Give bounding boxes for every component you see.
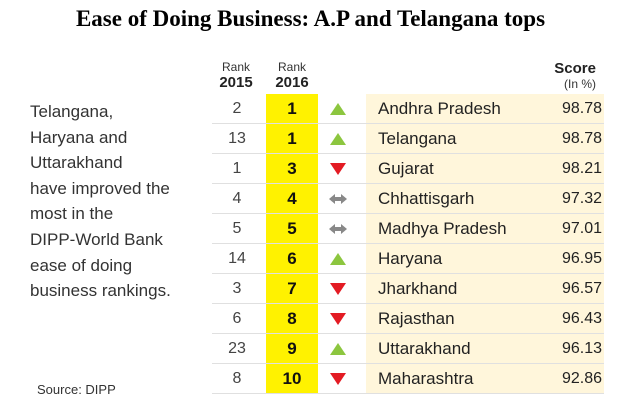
state-panel [366, 94, 604, 394]
row-divider [212, 153, 604, 154]
score-cell: 97.01 [561, 220, 602, 237]
header-score-label: Score [554, 60, 596, 77]
rank-2015-cell: 23 [228, 340, 246, 357]
rank-2016-cell: 8 [287, 309, 297, 328]
row-divider [212, 303, 604, 304]
table-row: 2 1 Andhra Pradesh 98.78 [212, 94, 604, 124]
score-cell: 96.13 [561, 340, 602, 357]
trend-unchanged-icon [329, 194, 347, 204]
description-line: DIPP-World Bank [30, 229, 163, 249]
rank-2015-cell: 14 [228, 250, 246, 267]
row-divider [212, 123, 604, 124]
state-name-cell: Maharashtra [378, 369, 474, 388]
rank-2016-cell: 7 [287, 279, 297, 298]
trend-up-icon [330, 103, 346, 115]
description-line: Haryana and [30, 127, 128, 147]
state-name-cell: Rajasthan [378, 309, 455, 328]
rank-2016-cell: 1 [287, 129, 297, 148]
row-divider [212, 333, 604, 334]
table-row: 13 1 Telangana 98.78 [212, 124, 604, 154]
state-name-cell: Haryana [378, 249, 443, 268]
rank-2016-cell: 9 [287, 339, 297, 358]
table-row: 3 7 Jharkhand 96.57 [212, 274, 604, 304]
table-row: 4 4 Chhattisgarh 97.32 [212, 184, 604, 214]
trend-down-icon [330, 283, 346, 295]
rank-2015-cell: 3 [232, 280, 242, 297]
rank-2016-cell: 10 [282, 369, 302, 388]
trend-unchanged-icon [329, 224, 347, 234]
score-cell: 98.78 [561, 100, 602, 117]
rank-2015-cell: 8 [232, 370, 242, 387]
description-line: Telangana, [30, 102, 114, 121]
row-divider [212, 183, 604, 184]
table-row: 1 3 Gujarat 98.21 [212, 154, 604, 184]
header-score: Score (In %) [540, 60, 596, 91]
table-row: 23 9 Uttarakhand 96.13 [212, 334, 604, 364]
state-name-cell: Telangana [378, 129, 457, 148]
score-cell: 97.32 [561, 190, 602, 207]
header-rank-2015: Rank 2015 [216, 60, 256, 91]
header-rank-2015-label: Rank [221, 60, 250, 74]
row-divider [212, 243, 604, 244]
state-name-cell: Gujarat [378, 159, 434, 178]
description-text: Telangana, Haryana and Uttarakhand have … [30, 99, 210, 304]
state-name-cell: Jharkhand [378, 279, 458, 298]
row-divider [212, 363, 604, 364]
rank-2015-cell: 5 [232, 220, 242, 237]
header-rank-2016: Rank 2016 [270, 60, 314, 91]
state-name-cell: Chhattisgarh [378, 189, 475, 208]
description-line: most in the [30, 204, 114, 224]
score-cell: 92.86 [561, 370, 602, 387]
rank-2016-cell: 1 [287, 99, 297, 118]
rank-2016-cell: 5 [287, 219, 297, 238]
score-cell: 98.78 [561, 130, 602, 147]
score-cell: 96.43 [561, 310, 602, 327]
description-line: ease of doing [30, 255, 133, 275]
rank-2015-cell: 6 [232, 310, 242, 327]
trend-up-icon [330, 343, 346, 355]
rank-2016-cell: 4 [287, 189, 297, 208]
rank-2016-cell: 6 [287, 249, 297, 268]
score-cell: 98.21 [561, 160, 602, 177]
trend-up-icon [330, 133, 346, 145]
table-row: 6 8 Rajasthan 96.43 [212, 304, 604, 334]
rank-2015-cell: 4 [232, 190, 242, 207]
header-score-unit: (In %) [563, 77, 596, 91]
rank-2015-cell: 2 [232, 100, 242, 117]
row-divider [212, 213, 604, 214]
state-name-cell: Madhya Pradesh [378, 219, 507, 238]
trend-down-icon [330, 373, 346, 385]
score-cell: 96.95 [561, 250, 602, 267]
trend-down-icon [330, 163, 346, 175]
trend-up-icon [330, 253, 346, 265]
row-divider [212, 273, 604, 274]
rank-2015-cell: 13 [228, 130, 246, 147]
row-divider [212, 393, 604, 394]
state-name-cell: Uttarakhand [378, 339, 471, 358]
description-line: business rankings. [30, 281, 171, 301]
state-name-cell: Andhra Pradesh [378, 99, 501, 118]
rank-2016-highlight [266, 94, 318, 394]
rank-2016-cell: 3 [287, 159, 297, 178]
trend-down-icon [330, 313, 346, 325]
source-note: Source: DIPP [37, 382, 116, 397]
description-line: have improved the [30, 178, 170, 198]
header-rank-2016-year: 2016 [275, 74, 309, 91]
description-line: Uttarakhand [30, 153, 123, 173]
table-row: 5 5 Madhya Pradesh 97.01 [212, 214, 604, 244]
rank-2015-cell: 1 [232, 160, 242, 177]
header-rank-2015-year: 2015 [219, 74, 253, 91]
score-cell: 96.57 [561, 280, 602, 297]
chart-title: Ease of Doing Business: A.P and Telangan… [75, 6, 546, 31]
table-row: 14 6 Haryana 96.95 [212, 244, 604, 274]
header-rank-2016-label: Rank [277, 60, 306, 74]
table-row: 8 10 Maharashtra 92.86 [212, 364, 604, 394]
